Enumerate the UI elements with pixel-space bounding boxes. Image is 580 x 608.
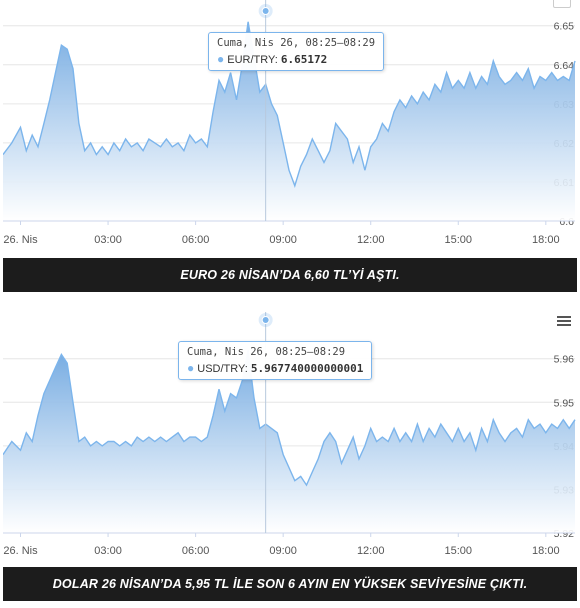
dot-icon: ● xyxy=(217,52,225,66)
series-line xyxy=(3,21,576,188)
x-tick-label: 03:00 xyxy=(94,234,122,246)
x-tick-label: 12:00 xyxy=(357,234,385,246)
series-line xyxy=(3,349,576,487)
tooltip-date: Cuma, Nis 26, 08:25–08:29 xyxy=(217,37,376,49)
y-tick-label: 5.96 xyxy=(554,354,575,366)
usd-try-tooltip: Cuma, Nis 26, 08:25–08:29 ● USD/TRY: 5.96… xyxy=(178,341,373,380)
tooltip-date: Cuma, Nis 26, 08:25–08:29 xyxy=(187,346,346,358)
hover-marker xyxy=(261,316,270,324)
y-tick-label: 6.65 xyxy=(554,21,575,33)
tooltip-series-name: EUR/TRY: xyxy=(227,54,278,66)
x-tick-label: 18:00 xyxy=(532,545,560,557)
x-tick-label: 12:00 xyxy=(357,545,385,557)
x-tick-label: 09:00 xyxy=(269,545,297,557)
tooltip-value: 6.65172 xyxy=(280,53,328,66)
x-tick-label: 26. Nis xyxy=(3,545,38,557)
eur-try-tooltip: Cuma, Nis 26, 08:25–08:29 ● EUR/TRY: 6.65… xyxy=(208,32,385,71)
x-tick-label: 03:00 xyxy=(94,545,122,557)
series-area xyxy=(3,21,575,221)
chart-menu-frame[interactable] xyxy=(553,0,571,8)
y-tick-label: 6.64 xyxy=(554,60,575,72)
dot-icon: ● xyxy=(187,361,195,375)
hover-marker xyxy=(261,7,270,15)
tooltip-value: 5.967740000000001 xyxy=(250,362,364,375)
series-area xyxy=(3,350,575,533)
x-tick-label: 15:00 xyxy=(444,545,472,557)
x-tick-label: 18:00 xyxy=(532,234,560,246)
x-tick-label: 09:00 xyxy=(269,234,297,246)
tooltip-series-name: USD/TRY: xyxy=(197,363,248,375)
x-tick-label: 26. Nis xyxy=(3,234,38,246)
hamburger-menu-icon[interactable] xyxy=(557,316,571,327)
x-tick-label: 06:00 xyxy=(182,545,210,557)
x-tick-label: 06:00 xyxy=(182,234,210,246)
x-tick-label: 15:00 xyxy=(444,234,472,246)
y-tick-label: 5.95 xyxy=(554,397,575,409)
eur-caption: EURO 26 NİSAN’DA 6,60 TL’Yİ AŞTI. xyxy=(3,258,577,292)
usd-caption: DOLAR 26 NİSAN’DA 5,95 TL İLE SON 6 AYIN… xyxy=(3,567,577,601)
